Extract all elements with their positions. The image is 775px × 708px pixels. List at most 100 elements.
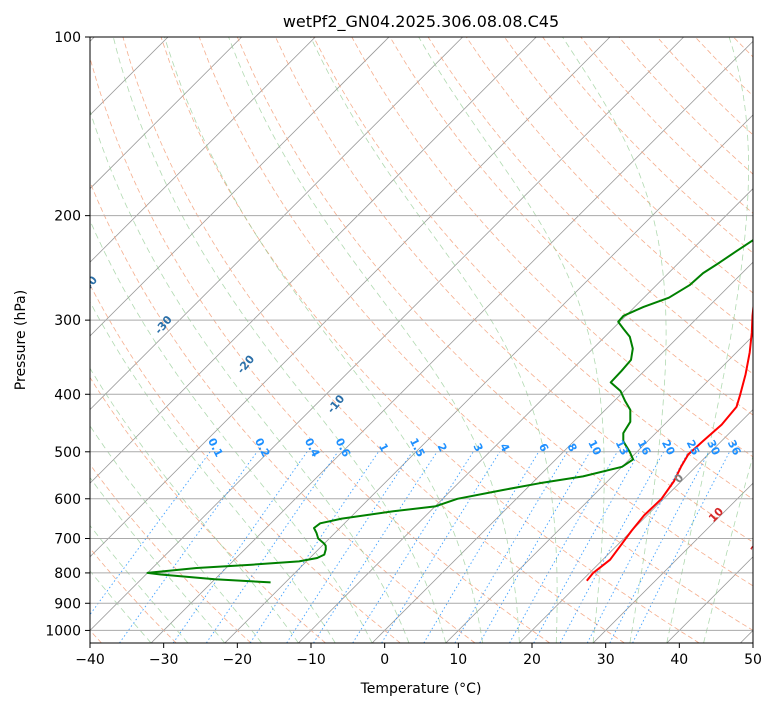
moist-adiabat-line	[418, 37, 605, 643]
mixing-ratio-label: 0.4	[302, 436, 323, 460]
line-labels: 0.10.20.40.611.52346810131620253036-100-…	[10, 234, 753, 557]
x-tick-label: −10	[296, 652, 326, 668]
isotherm-line	[592, 482, 753, 643]
y-tick-label: 100	[54, 30, 81, 46]
dry-adiabat-line	[122, 37, 625, 643]
isotherm-line	[445, 335, 753, 643]
isotherm-line	[90, 37, 537, 484]
temperature-profile-line	[586, 301, 753, 582]
dry-adiabat-line	[90, 56, 550, 643]
mixing-ratio-line	[533, 451, 640, 643]
mixing-ratio-label: 6	[536, 441, 551, 454]
isotherm-line	[90, 37, 611, 558]
y-tick-label: 600	[54, 492, 81, 508]
isotherm-line	[90, 37, 316, 263]
isotherm-line	[90, 37, 390, 337]
mixing-ratio-label: 13	[613, 438, 632, 458]
mixing-ratio-label: 36	[725, 438, 744, 458]
moist-adiabat-line	[164, 37, 483, 643]
dry-adiabat-line	[465, 37, 753, 334]
mixing-ratio-line	[313, 451, 438, 643]
isotherm-line	[666, 556, 753, 643]
dewpoint-profile-line	[146, 238, 753, 584]
mixing-ratio-line	[286, 451, 413, 643]
mixing-ratio-label: 16	[635, 438, 654, 458]
moist-adiabat-line	[90, 476, 226, 643]
x-axis-label: Temperature (°C)	[360, 681, 482, 697]
y-axis-label: Pressure (hPa)	[13, 290, 29, 390]
moist-adiabat-line	[90, 300, 336, 643]
isotherm-line	[150, 40, 753, 643]
x-tick-label: 50	[744, 652, 762, 668]
isotherm-line	[90, 37, 242, 190]
isotherm-line	[224, 114, 753, 643]
profile-series	[146, 238, 753, 584]
dry-adiabat-line	[90, 283, 401, 643]
x-tick-label: −20	[223, 652, 253, 668]
isotherm-line	[90, 37, 684, 631]
mixing-ratio-line	[206, 451, 339, 643]
x-tick-label: 40	[670, 652, 688, 668]
dry-adiabat-line	[90, 547, 177, 643]
mixing-ratio-label: 10	[585, 438, 604, 458]
isotherm-line	[90, 37, 463, 411]
mixing-ratio-line	[454, 451, 568, 643]
y-tick-label: 200	[54, 209, 81, 225]
dry-adiabat-line	[504, 37, 753, 294]
moist-adiabat-line	[703, 454, 753, 643]
x-tick-label: 10	[449, 652, 467, 668]
mixing-ratio-line	[119, 451, 258, 643]
dry-adiabat-line	[236, 37, 753, 587]
mixing-ratio-label: 0.2	[252, 436, 272, 459]
moist-adiabat-label: 10	[706, 505, 726, 525]
mixing-ratio-label: 0.1	[205, 436, 225, 459]
x-tick-label: −30	[149, 652, 179, 668]
y-tick-label: 300	[54, 313, 81, 329]
x-tick-label: −40	[75, 652, 105, 668]
dry-adiabat-line	[90, 463, 252, 643]
mixing-ratio-line	[609, 451, 710, 643]
mixing-ratio-label: 30	[704, 438, 723, 458]
moist-adiabat-line	[112, 37, 447, 643]
y-tick-label: 400	[54, 387, 81, 403]
y-tick-label: 700	[54, 532, 81, 548]
dry-adiabat-line	[198, 37, 753, 631]
mixing-ratio-line	[509, 451, 618, 643]
moist-adiabat-line	[666, 37, 749, 643]
mixing-ratio-line	[559, 451, 665, 643]
x-tick-label: 0	[380, 652, 389, 668]
mixing-ratio-label: 20	[659, 438, 678, 458]
dry-adiabat-label: -50	[10, 234, 33, 258]
mixing-ratio-line	[632, 451, 730, 643]
dry-adiabat-line	[275, 37, 753, 543]
y-axis: 100 200 300 400 500 600 700 800 900 1000	[45, 30, 90, 639]
isotherm-line	[519, 408, 753, 643]
dry-adiabat-line	[351, 37, 753, 458]
dry-adiabat-line	[427, 37, 753, 375]
moist-adiabat-line	[228, 37, 520, 643]
mixing-ratio-label: 25	[684, 438, 703, 458]
moist-adiabat-line	[90, 570, 152, 643]
x-tick-label: 20	[523, 652, 541, 668]
mixing-ratio-line	[586, 451, 689, 643]
y-tick-label: 800	[54, 566, 81, 582]
x-tick-label: 30	[597, 652, 615, 668]
y-tick-label: 900	[54, 596, 81, 612]
dry-adiabat-label: -40	[77, 273, 100, 297]
dry-adiabat-label: -30	[152, 313, 175, 337]
mixing-ratio-line	[423, 451, 540, 643]
moist-adiabat-line	[90, 425, 262, 643]
background-lines	[90, 37, 775, 643]
dry-adiabat-line	[313, 37, 753, 500]
dry-adiabat-line	[90, 181, 476, 643]
moist-adiabat-line	[90, 524, 189, 643]
dry-adiabat-line	[90, 376, 326, 643]
dry-adiabat-line	[772, 37, 775, 643]
dry-adiabat-label: -20	[234, 352, 257, 376]
moist-adiabat-line	[562, 37, 667, 643]
chart-title: wetPf2_GN04.2025.306.08.08.C45	[283, 12, 559, 32]
mixing-ratio-line	[90, 451, 211, 616]
mixing-ratio-line	[249, 451, 379, 643]
y-tick-label: 1000	[45, 623, 81, 639]
